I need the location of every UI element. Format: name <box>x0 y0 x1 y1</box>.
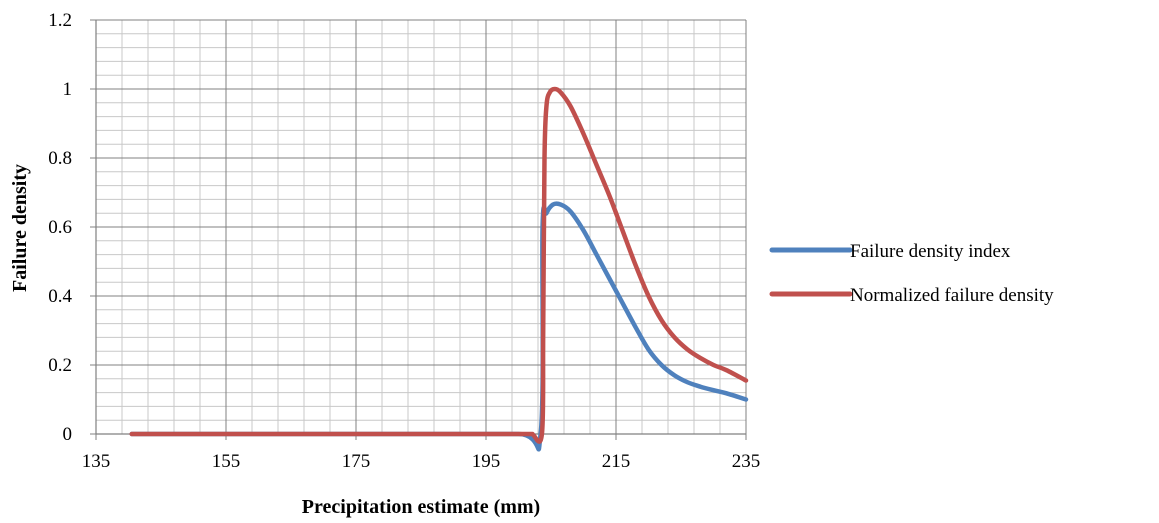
y-tick-label: 1 <box>63 79 73 100</box>
y-tick-label: 0 <box>63 424 73 445</box>
x-tick-label: 135 <box>82 451 111 472</box>
x-tick-label: 175 <box>342 451 371 472</box>
x-axis-tick-labels: 135 155 175 195 215 235 <box>82 451 761 472</box>
series-line-normalized-failure-density <box>129 86 749 444</box>
y-tick-label: 1.2 <box>48 10 72 31</box>
legend: Failure density index Normalized failure… <box>769 241 1054 306</box>
y-tick-label: 0.2 <box>48 355 72 376</box>
y-axis-title: Failure density <box>9 164 31 292</box>
legend-label-normalized-failure-density: Normalized failure density <box>850 285 1054 306</box>
x-tick-label: 155 <box>212 451 241 472</box>
y-tick-label: 0.8 <box>48 148 72 169</box>
y-tick-label: 0.6 <box>48 217 72 238</box>
y-axis-tick-labels: 0 0.2 0.4 0.6 0.8 1 1.2 <box>48 10 72 445</box>
legend-label-failure-density-index: Failure density index <box>850 241 1011 262</box>
y-tick-label: 0.4 <box>48 286 72 307</box>
x-tick-label: 235 <box>732 451 761 472</box>
x-tick-label: 195 <box>472 451 501 472</box>
series-lines <box>129 86 749 452</box>
x-tick-label: 215 <box>602 451 631 472</box>
axes <box>90 19 747 440</box>
major-gridlines <box>95 19 747 435</box>
x-axis-title: Precipitation estimate (mm) <box>302 496 540 518</box>
